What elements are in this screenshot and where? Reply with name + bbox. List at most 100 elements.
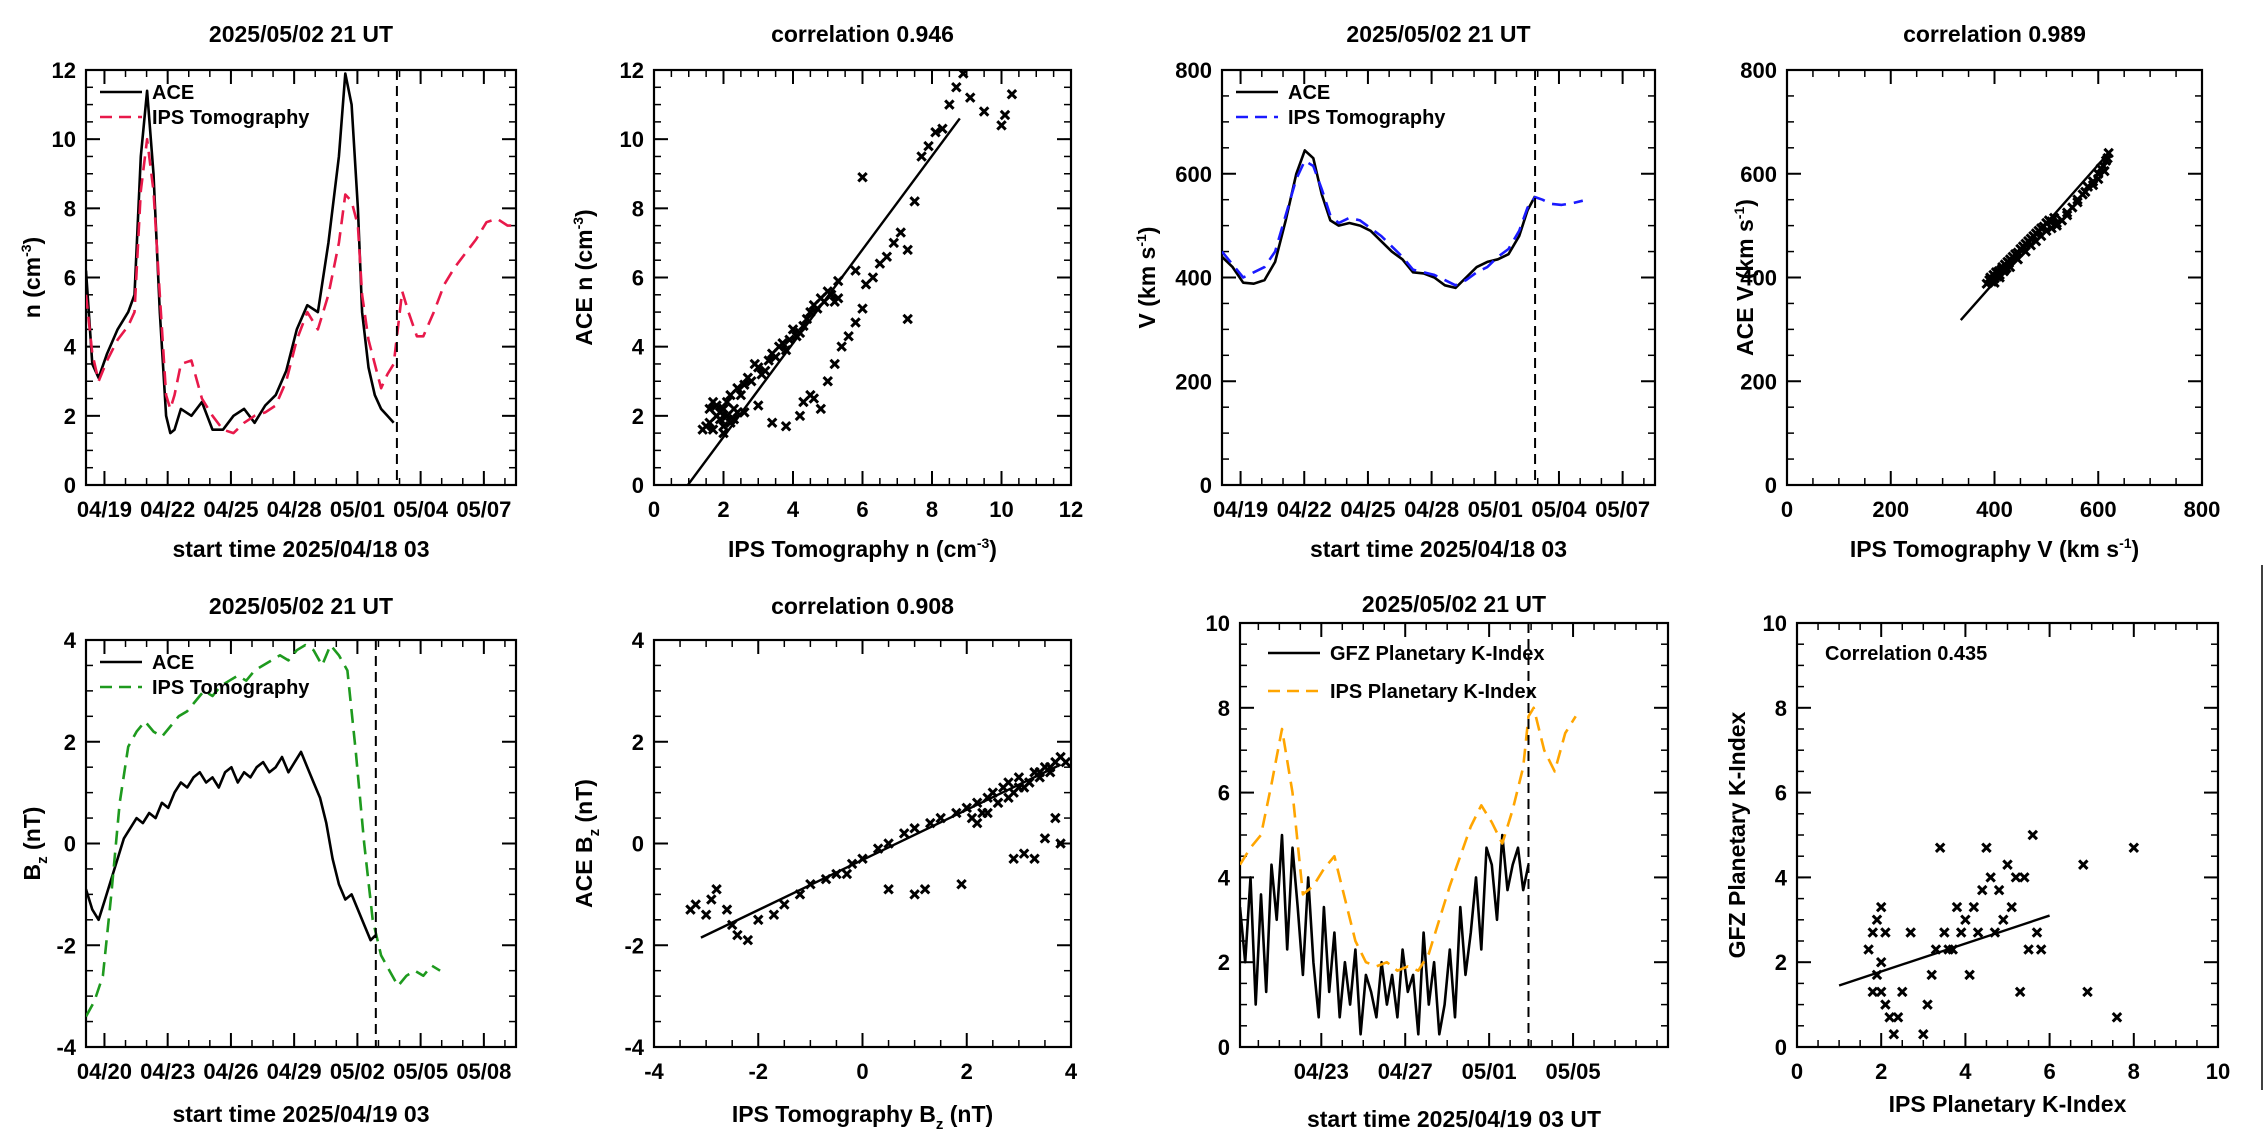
scatter-point — [832, 275, 844, 287]
scatter-point — [1998, 914, 2009, 926]
y-tick-label: 6 — [632, 266, 644, 291]
scatter-point — [1863, 944, 1874, 955]
plot-area — [686, 70, 1018, 485]
scatter-point — [735, 389, 747, 401]
y-tick-label: 8 — [64, 196, 76, 221]
legend: ACE IPS Tomography — [100, 82, 310, 129]
scatter-points — [697, 70, 1018, 439]
scatter-point — [2099, 165, 2110, 177]
chart-title: correlation 0.908 — [771, 593, 954, 619]
x-tick-label: 04/25 — [203, 497, 258, 522]
x-tick-label: 05/02 — [330, 1059, 385, 1084]
scatter-point — [867, 272, 879, 283]
x-tick-label: 4 — [787, 497, 800, 522]
scatter-point — [1029, 853, 1040, 865]
x-tick-label: -4 — [644, 1059, 664, 1084]
scatter-point — [2080, 186, 2091, 198]
x-tick-label: 05/01 — [1462, 1059, 1517, 1084]
scatter-point — [1989, 927, 2001, 938]
y-tick-label: 600 — [1175, 162, 1212, 187]
scatter-point — [770, 351, 781, 363]
y-tick-label: 4 — [1775, 865, 1788, 890]
chart-title: 2025/05/02 21 UT — [209, 593, 393, 619]
panel-bz_ts: 2025/05/02 21 UT 04/20 04/23 04/26 04/29 05/0… — [19, 593, 518, 1127]
scatter-point — [1034, 767, 1045, 778]
legend-label: GFZ Planetary K-Index — [1330, 643, 1545, 665]
scatter-point — [846, 858, 858, 870]
x-tick-label: 6 — [2043, 1059, 2055, 1084]
series-line-observed — [86, 750, 377, 942]
scatter-point — [888, 237, 900, 249]
scatter-point — [1871, 914, 1883, 926]
panel-speed_ts: 2025/05/02 21 UT 04/19 04/22 04/25 04/28 05/0… — [1133, 21, 1657, 562]
scatter-point — [780, 344, 792, 356]
scatter-point — [1060, 756, 1071, 768]
scatter-point — [1875, 956, 1887, 968]
scatter-point — [935, 812, 946, 824]
scatter-point — [1981, 842, 1992, 853]
scatter-point — [815, 403, 827, 415]
scatter-point — [2072, 197, 2083, 208]
scatter-point — [779, 899, 790, 910]
scatter-point — [2027, 829, 2039, 841]
x-tick-label: 0 — [1781, 497, 1793, 522]
scatter-point — [1905, 927, 1916, 938]
scatter-point — [794, 410, 806, 422]
x-tick-label: 2 — [717, 497, 729, 522]
scatter-point — [2111, 1012, 2123, 1023]
x-tick-label: 4 — [1065, 1059, 1078, 1084]
scatter-point — [1018, 848, 1030, 859]
panel-kp_ts: 2025/05/02 21 UT 04/23 04/27 05/01 05/05 0 2 4 6… — [1206, 591, 1670, 1132]
y-tick-label: 600 — [1740, 162, 1777, 187]
scatter-point — [728, 414, 740, 425]
x-tick-label: 0 — [856, 1059, 868, 1084]
series-line-ips — [86, 137, 516, 435]
scatter-point — [2010, 872, 2022, 883]
y-axis-label: ACE n (cm-3) — [570, 209, 597, 345]
series-line-observed — [1222, 149, 1537, 290]
legend-label: IPS Tomography — [152, 677, 310, 699]
y-tick-label: 200 — [1175, 369, 1212, 394]
plot-area — [685, 751, 1071, 946]
series-line-observed — [1240, 833, 1530, 1036]
scatter-point — [1884, 1012, 1895, 1023]
x-tick-label: 8 — [926, 497, 938, 522]
scatter-point — [909, 822, 920, 834]
y-tick-label: 4 — [64, 628, 77, 653]
scatter-point — [958, 70, 969, 79]
x-tick-label: 05/04 — [393, 497, 449, 522]
y-tick-label: 10 — [1763, 611, 1787, 636]
scatter-point — [872, 843, 884, 854]
legend-label: ACE — [152, 82, 194, 104]
scatter-point — [1934, 842, 1946, 853]
scatter-point — [987, 787, 999, 798]
x-tick-label: 600 — [2080, 497, 2117, 522]
scatter-point — [1039, 833, 1051, 844]
scatter-point — [992, 797, 1004, 809]
scatter-point — [1871, 969, 1883, 981]
chart-title: 2025/05/02 21 UT — [1346, 21, 1530, 47]
scatter-point — [843, 331, 854, 342]
x-tick-label: 05/05 — [1546, 1059, 1601, 1084]
x-tick-label: 04/20 — [77, 1059, 132, 1084]
scatter-point — [832, 292, 844, 304]
scatter-point — [1006, 88, 1018, 100]
x-tick-label: 2 — [961, 1059, 973, 1084]
y-tick-label: 10 — [620, 127, 644, 152]
scatter-point — [841, 868, 853, 880]
x-tick-label: 04/28 — [267, 497, 322, 522]
scatter-point — [1050, 812, 1061, 824]
x-tick-label: 04/23 — [140, 1059, 195, 1084]
x-tick-label: 05/08 — [456, 1059, 511, 1084]
scatter-point — [711, 410, 722, 422]
scatter-point — [1875, 901, 1887, 913]
scatter-point — [831, 868, 842, 880]
scatter-point — [850, 265, 861, 276]
x-tick-label: 04/22 — [140, 497, 195, 522]
scatter-point — [784, 334, 795, 346]
scatter-point — [982, 807, 993, 819]
x-tick-label: 04/27 — [1378, 1059, 1433, 1084]
scatter-point — [752, 400, 764, 411]
y-tick-label: 800 — [1175, 58, 1212, 83]
